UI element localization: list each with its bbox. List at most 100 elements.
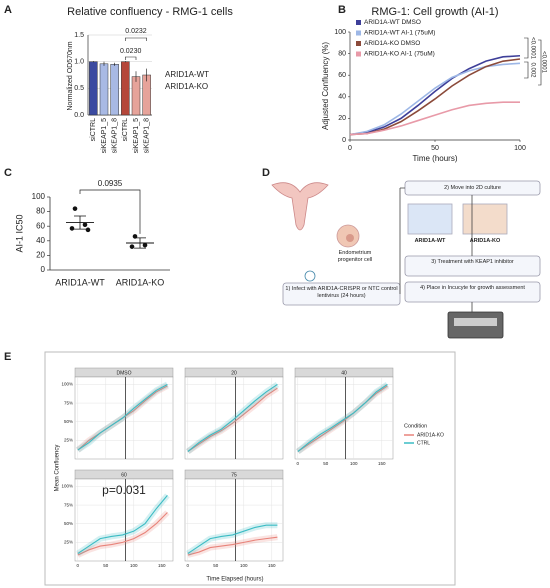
x-tick-label: siKEAP1_5	[133, 118, 140, 154]
legend-label: ARID1A-WT	[165, 70, 209, 79]
facet-panel	[184, 478, 284, 562]
legend-label: ARID1A-WT DMSO	[364, 19, 421, 26]
x-tick-label: 50	[431, 145, 439, 152]
y-tick-label: 40	[338, 94, 346, 101]
plate-icon	[407, 203, 453, 235]
bracket	[524, 37, 542, 86]
x-tick-label: 100	[350, 461, 358, 466]
x-tick-label: 50	[323, 461, 329, 466]
x-tick-label: siKEAP1_8	[144, 118, 151, 154]
series-line	[349, 58, 521, 136]
bar	[121, 61, 130, 116]
step-text: 1) Infect with ARID1A-CRISPR or NTC cont…	[285, 286, 398, 299]
legend-swatch	[356, 20, 361, 25]
data-point	[129, 244, 135, 249]
bar	[110, 64, 119, 116]
legend-label: ARID1A-WT AI-1 (75uM)	[364, 30, 435, 37]
virus-icon	[304, 270, 316, 282]
bar	[99, 63, 109, 116]
y-tick-label: 60	[36, 221, 45, 230]
data-point	[69, 226, 75, 231]
x-axis-label: Time (hours)	[412, 154, 457, 163]
step-text: 4) Place in Incucyte for growth assessme…	[420, 285, 525, 291]
bracket	[79, 189, 141, 234]
x-tick-label: siCTRL	[122, 118, 129, 141]
incucyte-tray	[454, 318, 497, 326]
y-tick-label: 1.5	[74, 32, 84, 39]
y-tick-label: 1.0	[74, 59, 84, 66]
y-tick-label: 40	[36, 236, 45, 245]
annotation: <0.0001	[529, 37, 535, 60]
series-line	[187, 536, 278, 556]
x-tick-label: 0	[297, 461, 300, 466]
x-tick-label: 100	[514, 145, 526, 152]
series-line	[297, 383, 388, 452]
y-tick-label: 20	[36, 251, 45, 260]
facet-panel	[74, 478, 174, 562]
series-line	[77, 383, 168, 451]
x-tick-label: 150	[378, 461, 386, 466]
error-bar	[74, 215, 86, 230]
facet-panel	[294, 376, 394, 460]
legend-swatch	[356, 51, 361, 57]
step-box	[404, 281, 541, 303]
facet-title: 40	[341, 370, 347, 376]
x-tick-label: 150	[268, 563, 276, 568]
error-bar	[134, 237, 146, 249]
y-tick-label: 80	[338, 50, 346, 57]
series-line	[349, 54, 521, 136]
bar	[131, 76, 141, 116]
series-line	[187, 383, 278, 452]
legend-label: ARID1A-KO DMSO	[364, 40, 420, 47]
y-axis-label: AI-1 IC50	[14, 214, 24, 252]
data-point	[72, 206, 78, 211]
y-tick-label: 100	[334, 29, 346, 36]
y-tick-label: 0.5	[74, 85, 84, 92]
y-tick-label: 0	[342, 137, 346, 144]
chart-title: RMG-1: Cell growth (AI-1)	[371, 6, 498, 18]
data-point	[85, 227, 91, 233]
y-tick-label: 25%	[64, 540, 73, 545]
plate-label: ARID1A-KO	[469, 238, 501, 244]
cell-label: Endometrium progenitor cell	[337, 250, 373, 263]
x-tick-label: siKEAP1_5	[101, 118, 108, 154]
x-tick-label: ARID1A-KO	[116, 277, 165, 287]
legend-swatch	[356, 41, 361, 46]
series-line	[349, 101, 520, 136]
x-tick-label: 150	[158, 563, 166, 568]
panel-label: B	[338, 4, 346, 16]
annotation: 0.002	[529, 62, 535, 78]
y-tick-label: 60	[338, 72, 346, 79]
x-tick-label: siCTRL	[90, 118, 97, 141]
x-tick-label: 100	[240, 563, 248, 568]
x-tick-label: 0	[348, 145, 352, 152]
legend-label: ARID1A-KO AI-1 (75uM)	[364, 51, 435, 58]
legend-title: Condition	[404, 423, 427, 429]
y-tick-label: 100	[32, 192, 46, 201]
y-axis-label: Adjusted Confluency (%)	[321, 42, 330, 130]
series-line	[77, 512, 168, 556]
y-tick-label: 100%	[61, 484, 73, 489]
data-point	[142, 242, 148, 248]
series-line	[297, 385, 388, 453]
y-tick-label: 0	[41, 265, 46, 274]
x-tick-label: 100	[130, 563, 138, 568]
step-box	[404, 255, 541, 277]
x-tick-label: 0	[187, 563, 190, 568]
panel-label: A	[4, 4, 12, 16]
legend-label: ARID1A-KO	[417, 432, 444, 438]
y-tick-label: 75%	[64, 400, 73, 405]
x-tick-label: 0	[77, 563, 80, 568]
x-tick-label: siKEAP1_8	[112, 118, 119, 154]
arrow	[399, 187, 473, 312]
annotation: 0.0230	[120, 48, 142, 55]
diagram	[271, 180, 541, 339]
annotation: 0.0232	[125, 28, 147, 35]
facet-title: 75	[231, 472, 237, 478]
series-line	[77, 495, 168, 555]
y-tick-label: 50%	[64, 419, 73, 424]
y-tick-label: 100%	[61, 382, 73, 387]
legend-label: CTRL	[417, 440, 430, 446]
step-text: 3) Treatment with KEAP1 inhibitor	[431, 259, 514, 265]
